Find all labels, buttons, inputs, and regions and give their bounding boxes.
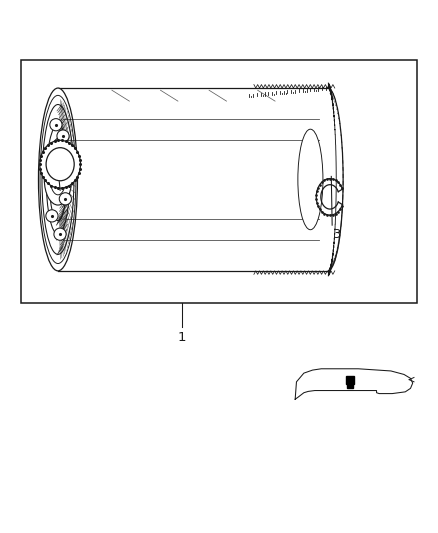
Circle shape [54, 228, 66, 240]
Circle shape [50, 119, 62, 131]
Ellipse shape [40, 140, 81, 188]
Bar [21, 60, 417, 303]
Ellipse shape [50, 164, 66, 195]
Ellipse shape [298, 129, 323, 230]
Ellipse shape [46, 125, 70, 235]
Circle shape [44, 159, 57, 171]
Circle shape [57, 130, 69, 142]
Ellipse shape [46, 148, 74, 181]
Text: 2: 2 [50, 180, 58, 192]
Text: 1: 1 [178, 331, 186, 344]
Ellipse shape [44, 154, 72, 205]
Ellipse shape [49, 139, 67, 221]
Bar [58, 88, 328, 271]
Ellipse shape [42, 104, 74, 254]
Text: 3: 3 [332, 228, 341, 241]
Circle shape [59, 193, 71, 205]
Ellipse shape [39, 88, 78, 271]
Ellipse shape [312, 88, 343, 271]
Circle shape [46, 210, 58, 222]
